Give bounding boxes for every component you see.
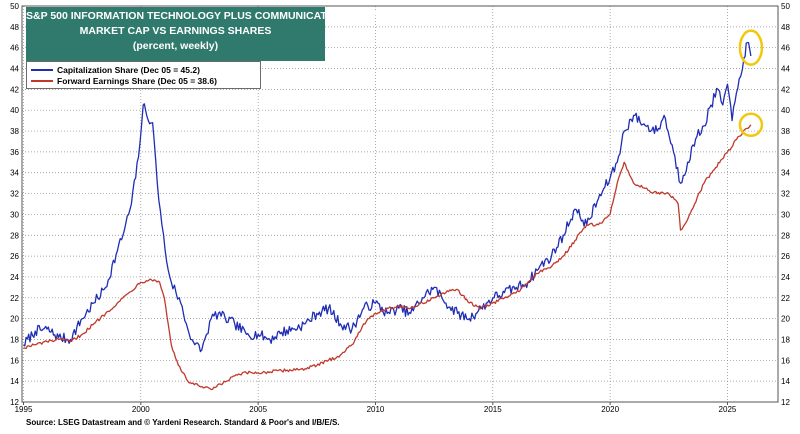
y-tick-label-left: 16: [10, 356, 19, 365]
y-tick-label-right: 12: [781, 398, 790, 407]
y-tick-label-right: 24: [781, 273, 790, 282]
chart-title-line-1: S&P 500 INFORMATION TECHNOLOGY PLUS COMM…: [26, 10, 405, 22]
y-tick-label-right: 42: [781, 85, 790, 94]
y-tick-label-left: 22: [10, 294, 19, 303]
y-tick-label-left: 44: [10, 65, 19, 74]
x-tick-label: 2005: [249, 405, 267, 414]
y-tick-label-left: 46: [10, 44, 19, 53]
y-tick-label-left: 24: [10, 273, 19, 282]
y-tick-label-left: 28: [10, 231, 19, 240]
y-tick-label-right: 28: [781, 231, 790, 240]
y-tick-label-right: 18: [781, 335, 790, 344]
y-tick-label-left: 26: [10, 252, 19, 261]
y-tick-label-left: 12: [10, 398, 19, 407]
y-tick-label-right: 22: [781, 294, 790, 303]
legend-swatch-cap-share: [31, 68, 53, 71]
highlight-circle-earnings-share: [738, 112, 764, 138]
legend-label-earnings-share: Forward Earnings Share (Dec 05 = 38.6): [57, 75, 217, 86]
y-tick-label-left: 18: [10, 335, 19, 344]
chart-subtitle: (percent, weekly): [132, 40, 219, 52]
y-tick-label-left: 20: [10, 315, 19, 324]
y-tick-label-left: 38: [10, 127, 19, 136]
y-tick-label-left: 48: [10, 23, 19, 32]
series-line-forward-earnings-share: [23, 124, 752, 391]
legend-swatch-earnings-share: [31, 79, 53, 82]
y-tick-label-left: 36: [10, 148, 19, 157]
legend-item-earnings-share: Forward Earnings Share (Dec 05 = 38.6): [31, 75, 256, 86]
y-tick-label-right: 44: [781, 65, 790, 74]
chart-annotations: [738, 29, 764, 138]
x-tick-label: 2000: [132, 405, 150, 414]
x-tick-label: 2025: [719, 405, 737, 414]
y-tick-label-right: 48: [781, 23, 790, 32]
x-tick-label: 2010: [367, 405, 385, 414]
x-tick-label: 2020: [601, 405, 619, 414]
y-tick-label-right: 16: [781, 356, 790, 365]
x-tick-label: 2015: [484, 405, 502, 414]
legend-label-cap-share: Capitalization Share (Dec 05 = 45.2): [57, 64, 200, 75]
y-tick-label-left: 50: [10, 2, 19, 11]
y-tick-label-left: 30: [10, 210, 19, 219]
y-tick-label-left: 32: [10, 190, 19, 199]
chart-series-group: [23, 41, 752, 391]
y-tick-label-left: 14: [10, 377, 19, 386]
y-tick-label-left: 42: [10, 85, 19, 94]
chart-title-line-2: MARKET CAP VS EARNINGS SHARES: [79, 25, 272, 37]
highlight-circle-cap-share: [738, 29, 764, 66]
y-tick-label-right: 30: [781, 210, 790, 219]
chart-title-box: S&P 500 INFORMATION TECHNOLOGY PLUS COMM…: [26, 7, 405, 61]
chart-gridlines: [22, 6, 778, 402]
y-tick-label-right: 46: [781, 44, 790, 53]
y-tick-label-right: 40: [781, 106, 790, 115]
source-note: Source: LSEG Datastream and © Yardeni Re…: [26, 418, 340, 427]
x-tick-label: 1995: [15, 405, 33, 414]
y-tick-label-left: 34: [10, 169, 19, 178]
y-tick-label-right: 34: [781, 169, 790, 178]
y-tick-label-right: 20: [781, 315, 790, 324]
y-tick-label-right: 26: [781, 252, 790, 261]
y-tick-label-right: 38: [781, 127, 790, 136]
y-tick-label-right: 50: [781, 2, 790, 11]
series-line-capitalization-share: [23, 41, 752, 353]
legend-item-cap-share: Capitalization Share (Dec 05 = 45.2): [31, 64, 256, 75]
y-tick-label-right: 14: [781, 377, 790, 386]
y-tick-label-right: 32: [781, 190, 790, 199]
plot-frame: [21, 5, 779, 403]
y-tick-label-right: 36: [781, 148, 790, 157]
chart-legend: Capitalization Share (Dec 05 = 45.2) For…: [26, 61, 261, 89]
y-tick-label-left: 40: [10, 106, 19, 115]
